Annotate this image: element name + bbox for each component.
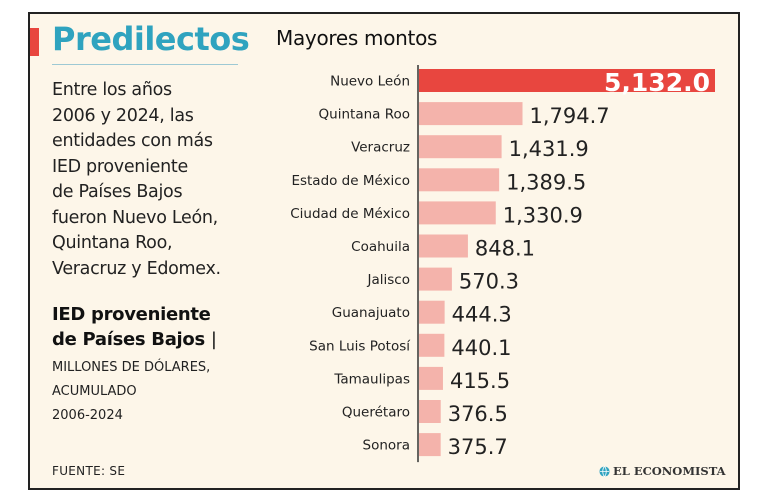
bar-chart: Nuevo León 5,132.0 Quintana Roo 1,794.7 Vera… [290, 65, 715, 463]
title-accent-bar [30, 28, 39, 56]
category-label: San Luis Potosí [309, 338, 411, 354]
globe-icon [599, 465, 610, 477]
units-line: ACUMULADO [52, 384, 137, 399]
value-label: 570.3 [459, 270, 519, 294]
value-label: 848.1 [475, 237, 535, 261]
intro-text: Entre los años 2006 y 2024, las entidade… [52, 78, 262, 282]
bar [419, 333, 445, 357]
bar [419, 69, 715, 92]
intro-line: 2006 y 2024, las [52, 105, 194, 126]
bar [419, 201, 496, 225]
category-label: Nuevo León [330, 74, 410, 90]
category-label: Sonora [363, 438, 410, 454]
intro-line: de Países Bajos [52, 182, 183, 202]
units-line: MILLONES DE DÓLARES, [52, 360, 211, 375]
source-note: FUENTE: SE [52, 464, 126, 478]
category-label: Veracruz [351, 140, 410, 156]
intro-line: entidades con más [52, 131, 213, 151]
bar [419, 267, 452, 291]
value-label: 415.5 [450, 369, 510, 393]
value-label: 1,794.7 [530, 104, 610, 128]
bar [419, 366, 443, 390]
category-label: Jalisco [367, 272, 410, 288]
units-label: MILLONES DE DÓLARES, ACUMULADO 2006-2024 [52, 356, 252, 428]
bar [419, 400, 441, 423]
bar [419, 433, 441, 457]
chart-title: Mayores montos [276, 26, 438, 50]
category-label: Coahuila [351, 239, 410, 255]
bar [419, 168, 500, 192]
title-underline [52, 64, 238, 65]
brand-logo: EL ECONOMISTA [599, 464, 726, 478]
infographic-card: Predilectos Entre los años 2006 y 2024, … [28, 12, 740, 490]
category-label: Ciudad de México [290, 206, 410, 222]
category-label: Querétaro [342, 405, 410, 421]
bar [419, 135, 502, 159]
bar [419, 234, 468, 258]
category-label: Estado de México [291, 173, 410, 189]
intro-line: fueron Nuevo León, [52, 207, 218, 228]
bar [419, 102, 523, 126]
units-line: 2006-2024 [52, 408, 123, 423]
value-label: 1,330.9 [503, 203, 583, 227]
series-title-separator: | [210, 329, 217, 350]
series-title: IED proveniente de Países Bajos | [52, 302, 262, 352]
intro-line: Entre los años [52, 80, 172, 100]
value-label: 1,389.5 [506, 170, 586, 194]
value-label: 1,431.9 [509, 137, 589, 161]
category-label: Guanajuato [332, 305, 410, 321]
intro-line: Quintana Roo, [52, 233, 173, 253]
value-label: 440.1 [451, 336, 511, 360]
series-title-line: de Países Bajos [52, 329, 205, 350]
value-label: 376.5 [448, 402, 508, 426]
intro-line: Veracruz y Edomex. [52, 258, 221, 279]
value-label: 444.3 [452, 303, 512, 327]
value-label: 375.7 [448, 435, 508, 459]
brand-name: EL ECONOMISTA [613, 464, 726, 478]
bar [419, 300, 445, 324]
page-title: Predilectos [52, 20, 250, 58]
value-label: 5,132.0 [604, 68, 710, 97]
intro-line: IED proveniente [52, 156, 188, 177]
category-label: Tamaulipas [333, 371, 410, 387]
series-title-line: IED proveniente [52, 304, 211, 325]
series-title-line-2: de Países Bajos | [52, 327, 262, 352]
category-label: Quintana Roo [319, 107, 410, 123]
